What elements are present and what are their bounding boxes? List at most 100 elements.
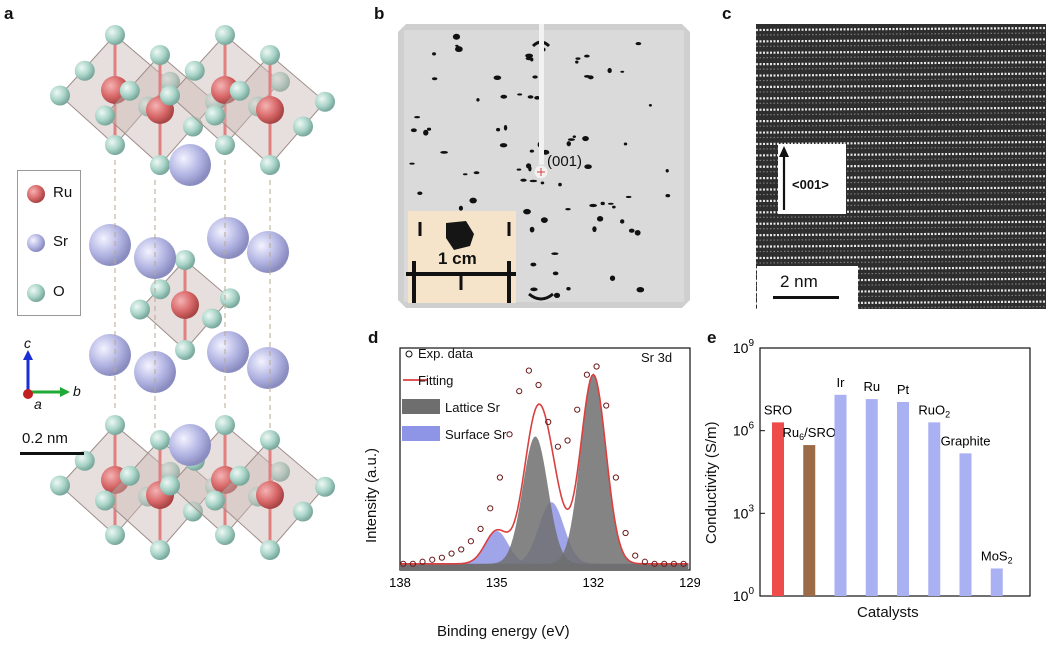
diffraction-spot [665,193,671,198]
diffraction-spot [625,195,632,199]
diffraction-spot [410,128,417,133]
diffraction-spot [619,219,625,224]
lattice-fringe [756,289,1046,294]
diffraction-spot [499,143,508,148]
diffraction-spot [635,42,642,46]
diffraction-spot [551,252,559,255]
xps-data-point [632,552,639,559]
bar-sro [772,422,784,596]
bar-ytick-label: 103 [733,503,755,521]
diffraction-spot [523,208,531,215]
o-atom [220,288,240,309]
diffraction-spot [432,52,437,56]
lattice-fringe [756,49,1046,54]
diffraction-spot [612,205,616,209]
bar-label: Ru6/SRO [783,425,836,442]
lattice-fringe [756,209,1046,214]
o-atom [119,80,140,101]
diffraction-spot [417,191,423,196]
xps-data-point [487,505,494,512]
diffraction-arc [528,292,554,301]
hrtem-image [756,24,1046,309]
legend-surface-swatch [402,426,440,441]
lattice-fringe [756,118,1046,123]
o-atom [119,465,140,486]
o-atom-swatch [27,284,45,302]
diffraction-spot [634,229,641,236]
diffraction-spot [516,168,522,171]
diffraction-spot [476,98,480,102]
lattice-fringe [756,38,1046,43]
diffraction-spot [584,75,591,78]
sr-atom [207,331,249,373]
diffraction-spot [431,77,438,81]
o-atom [215,415,235,435]
lattice-fringe [756,129,1046,134]
b-axis-label: b [73,383,81,399]
c-axis-label: c [24,335,31,351]
xps-data-point [651,560,658,567]
diffraction-spot [455,46,463,53]
diffraction-spot [600,201,605,206]
xps-data-point [603,402,610,409]
lattice-fringe [756,300,1046,305]
sr-atom [169,144,211,186]
lattice-fringe [756,232,1046,237]
lattice-fringe [756,95,1046,100]
diffraction-spot [575,60,579,64]
xps-annotation: Sr 3d [641,350,673,365]
diffraction-spot [565,207,571,211]
o-atom [260,540,280,560]
bar-ruo2 [928,422,941,596]
diffraction-spot [628,228,635,233]
o-atom [50,85,70,106]
bar-ir [834,394,847,596]
diffraction-spot [520,178,527,182]
lattice-fringe-minor [756,123,1046,127]
diffraction-spot [529,149,535,153]
o-atom [105,415,125,435]
xps-data-point [564,437,571,444]
lattice-fringe-minor [756,249,1046,253]
xps-legend-exp: Exp. data [418,346,473,361]
ru-atom [256,481,284,509]
atom-legend: Ru Sr O [17,170,81,316]
lattice-fringe [756,83,1046,89]
o-atom [315,91,335,112]
diffraction-spot [455,44,459,47]
diffraction-spot [469,197,477,204]
lattice-fringe-minor [756,43,1046,47]
lattice-fringe [756,220,1046,225]
diffraction-spot [532,75,538,79]
o-atom [215,135,235,155]
o-atom [215,525,235,545]
a-axis-dot [23,389,33,399]
bar-label: SRO [764,402,792,417]
o-atom [184,60,205,81]
o-atom [183,501,203,522]
lattice-fringe [756,140,1046,146]
sr-atom [89,334,131,376]
diffraction-spot [540,181,545,185]
lattice-fringe-minor [756,89,1046,93]
o-atom [50,475,70,496]
diffraction-spot [530,262,537,267]
bar-mos2 [990,568,1003,596]
xps-data-point [448,550,455,557]
panel-a-scalebar-label: 0.2 nm [22,430,68,447]
bar-ru6sro [803,445,816,596]
sr-atom [89,224,131,266]
panel-c-scalebar-box: 2 nm [757,266,858,309]
legend-lattice-swatch [402,399,440,414]
xps-data-point [622,529,629,537]
diffraction-spot [525,56,534,61]
diffraction-spot [623,142,628,146]
panel-a-letter: a [4,4,14,23]
xps-data-point [593,363,600,370]
diffraction-spot [592,226,597,233]
diffraction-spot [566,287,571,291]
lattice-fringe [756,186,1046,191]
diffraction-spot [525,163,532,169]
o-atom [150,540,170,560]
o-atom [183,116,203,137]
